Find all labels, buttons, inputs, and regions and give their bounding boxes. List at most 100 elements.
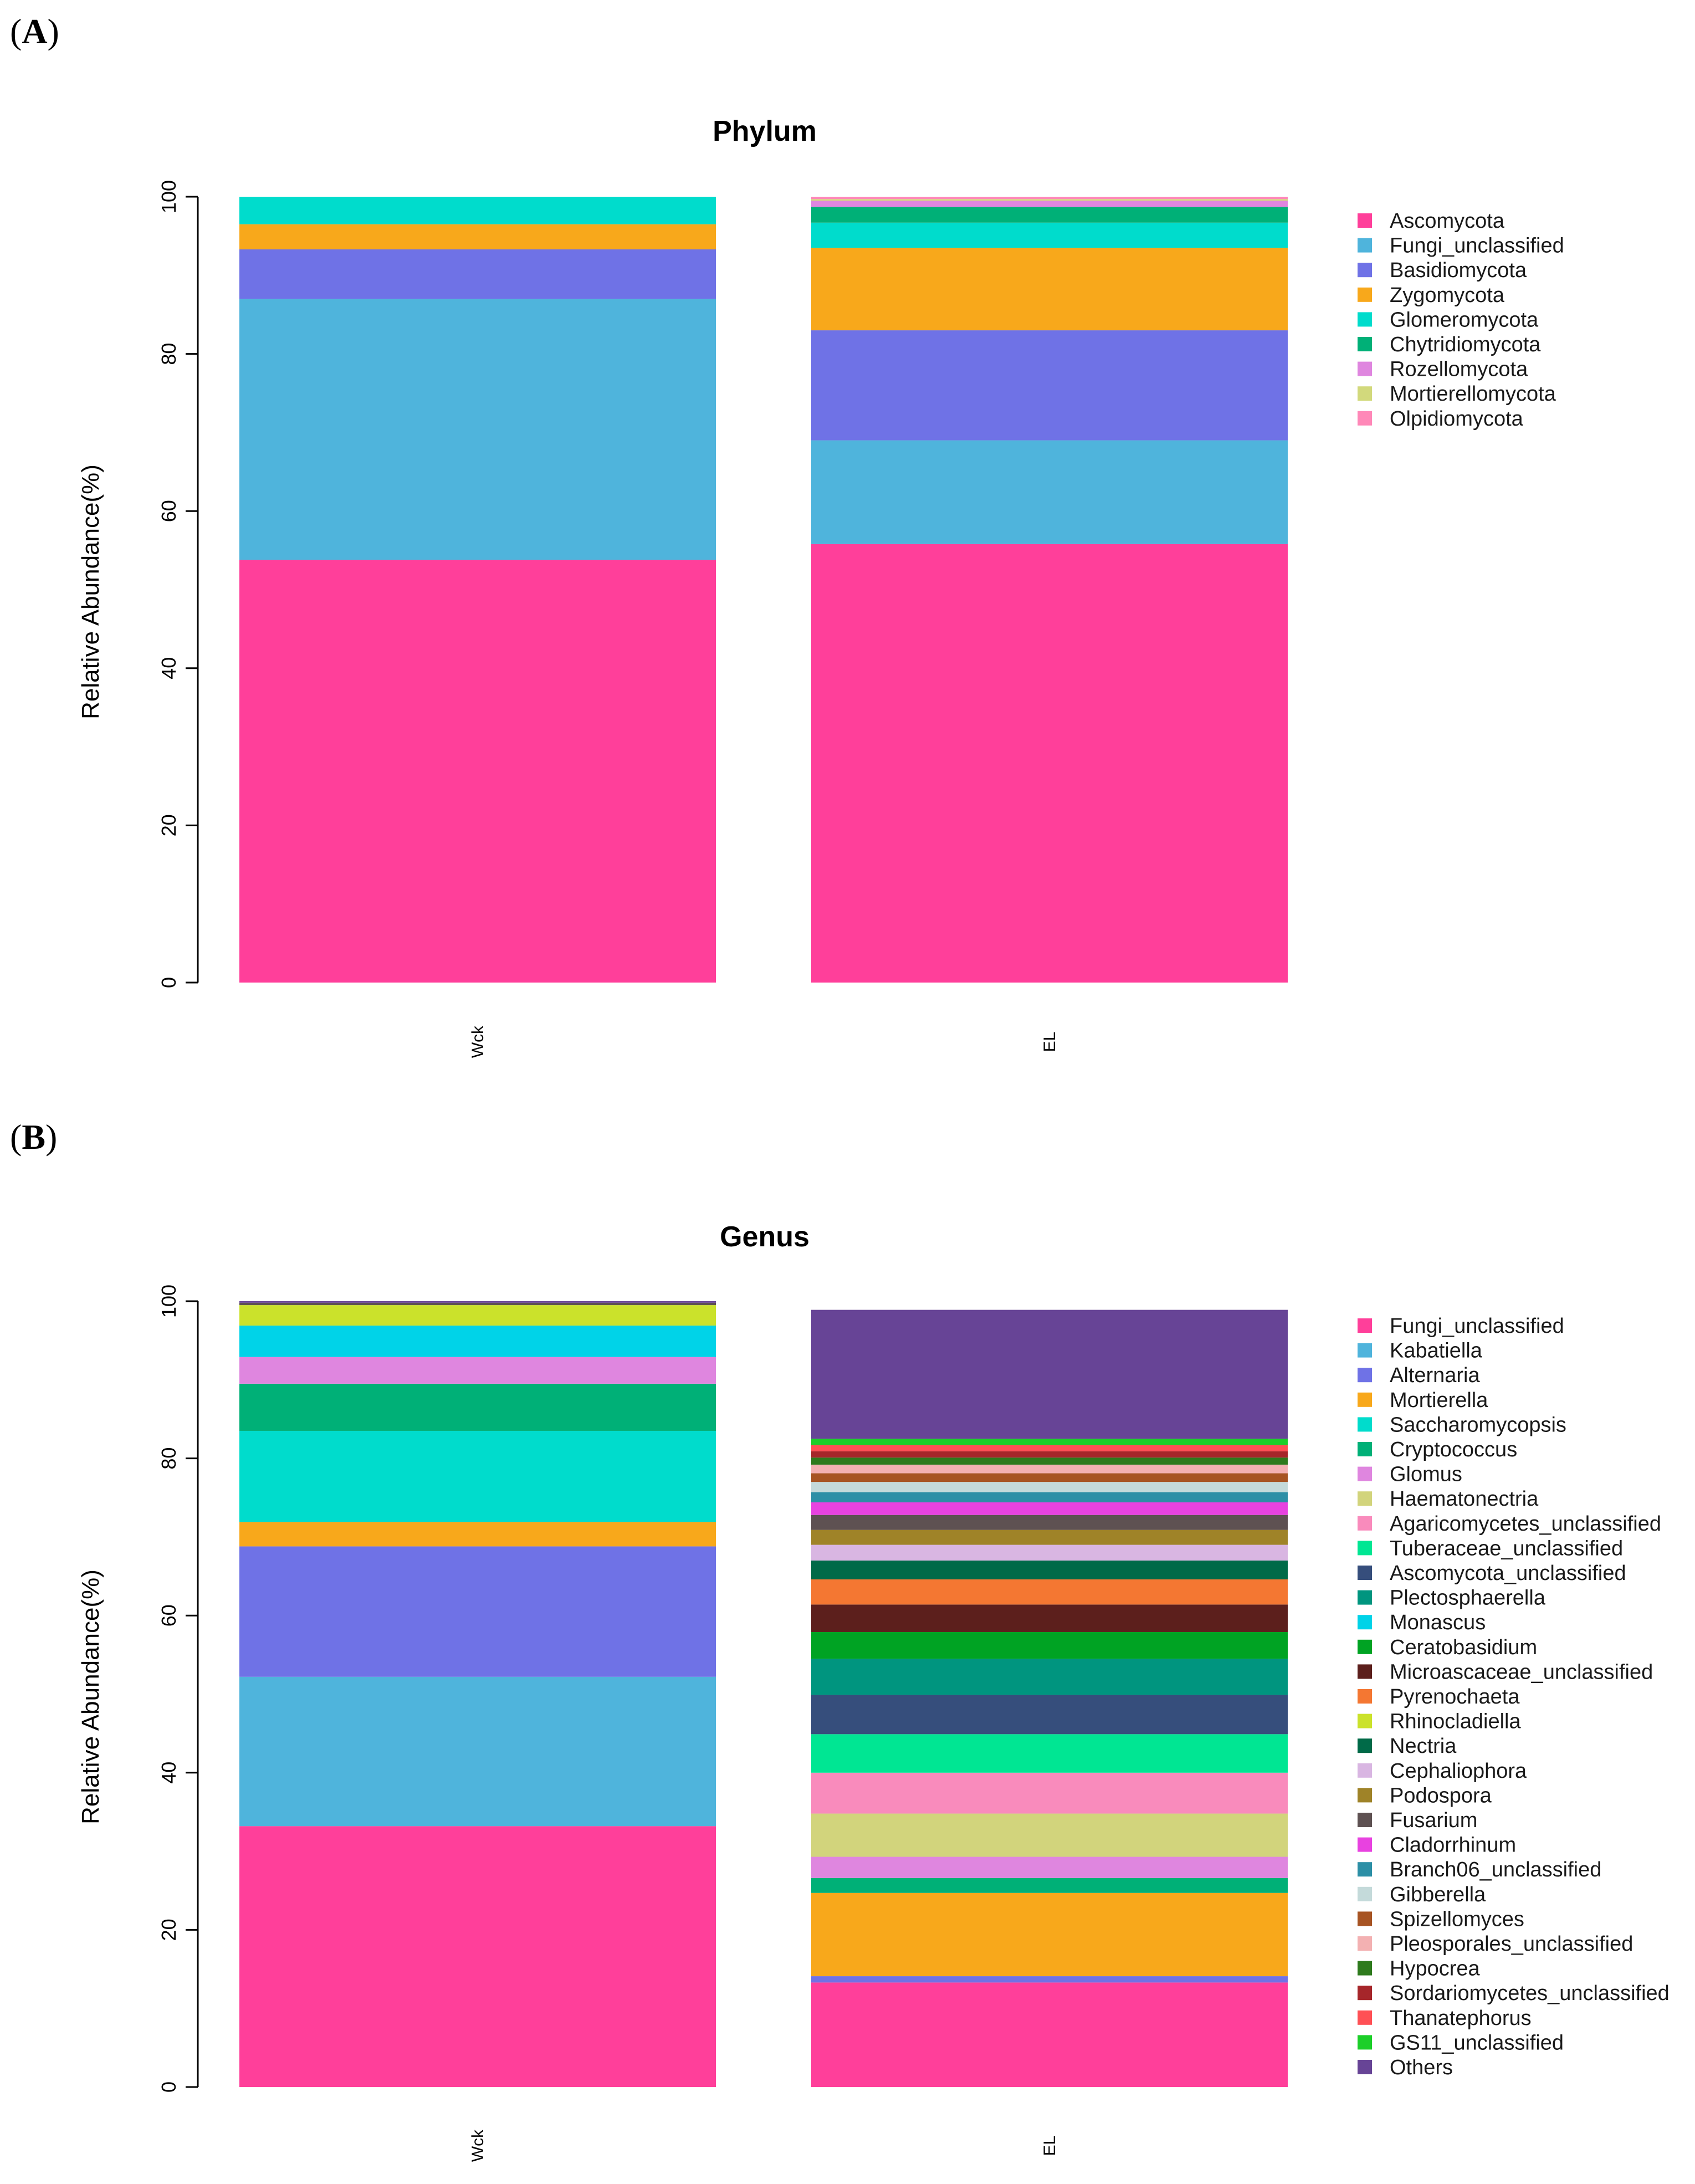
legend-swatch-glomus: [1358, 1466, 1372, 1481]
legend-swatch-agaricomycetes-unclassified: [1358, 1516, 1372, 1531]
legend-label-fusarium: Fusarium: [1390, 1809, 1477, 1832]
legend-label-basidiomycota: Basidiomycota: [1390, 259, 1527, 282]
bar-segment-el-haematonectria: [811, 1813, 1288, 1857]
x-axis-ticks: Wck EL: [469, 2129, 1059, 2162]
y-tick-label: 60: [157, 500, 180, 522]
bar-segment-el-mortierella: [811, 1893, 1288, 1977]
bar-segment-el-agaricomycetes-unclassified: [811, 1772, 1288, 1814]
bar-segment-el-olpidiomycota: [811, 197, 1288, 200]
bar-segment-el-pyrenochaeta: [811, 1579, 1288, 1605]
legend-swatch-thanatephorus: [1358, 2010, 1372, 2025]
genus-chart: Genus Relative Abundance(%) 0 20 40 60 80 100…: [77, 1221, 1670, 2162]
legend-label-others: Others: [1390, 2056, 1453, 2079]
legend-label-mortierellomycota: Mortierellomycota: [1390, 382, 1556, 406]
bar-segment-wck-kabatiella: [239, 1676, 716, 1827]
panel-label-b: (B): [10, 1117, 57, 1157]
legend-label-pleosporales-unclassified: Pleosporales_unclassified: [1390, 1932, 1633, 1956]
legend-swatch-branch06-unclassified: [1358, 1862, 1372, 1877]
legend-label-nectria: Nectria: [1390, 1735, 1457, 1758]
y-tick-label: 100: [157, 1285, 180, 1318]
y-axis: 0 20 40 60 80 100: [157, 1285, 199, 2093]
legend-swatch-sordariomycetes-unclassified: [1358, 1986, 1372, 2001]
bar-segment-wck-zygomycota: [239, 224, 716, 250]
y-tick-label: 40: [157, 1762, 180, 1784]
legend-swatch-mortierellomycota: [1358, 386, 1372, 401]
y-tick-label: 80: [157, 343, 180, 365]
legend-swatch-cryptococcus: [1358, 1442, 1372, 1456]
bar-segment-wck-others: [239, 1301, 716, 1303]
bar-segment-el-gs11-unclassified: [811, 1439, 1288, 1445]
legend-label-glomus: Glomus: [1390, 1463, 1462, 1486]
bar-segment-wck-glomus: [239, 1357, 716, 1384]
legend-label-microascaceae-unclassified: Microascaceae_unclassified: [1390, 1660, 1653, 1684]
bar-segment-el-gibberella: [811, 1482, 1288, 1492]
y-axis-label: Relative Abundance(%): [77, 1569, 104, 1824]
legend-swatch-fusarium: [1358, 1813, 1372, 1827]
legend-label-hypocrea: Hypocrea: [1390, 1957, 1480, 1981]
bar-segment-el-nectria: [811, 1560, 1288, 1579]
legend-swatch-gibberella: [1358, 1886, 1372, 1901]
legend-label-sordariomycetes-unclassified: Sordariomycetes_unclassified: [1390, 1982, 1670, 2005]
chart-title: Phylum: [713, 115, 817, 147]
legend-label-gs11-unclassified: GS11_unclassified: [1390, 2031, 1564, 2054]
bar-segment-el-alternaria: [811, 1976, 1288, 1983]
legend-label-pyrenochaeta: Pyrenochaeta: [1390, 1685, 1520, 1709]
bar-segment-el-mortierellomycota: [811, 199, 1288, 201]
x-axis-ticks: Wck EL: [469, 1025, 1059, 1058]
legend-label-gibberella: Gibberella: [1390, 1883, 1486, 1906]
legend-swatch-basidiomycota: [1358, 263, 1372, 278]
legend-swatch-saccharomycopsis: [1358, 1417, 1372, 1432]
bar-stack-group: [239, 197, 1288, 983]
y-axis: 0 20 40 60 80 100: [157, 180, 199, 988]
legend-swatch-cladorrhinum: [1358, 1837, 1372, 1852]
bar-segment-el-fungi-unclassified: [811, 440, 1288, 544]
legend-label-ascomycota-unclassified: Ascomycota_unclassified: [1390, 1562, 1626, 1585]
legend-swatch-ceratobasidium: [1358, 1639, 1372, 1654]
legend-swatch-rozellomycota: [1358, 361, 1372, 376]
legend-label-rhinocladiella: Rhinocladiella: [1390, 1710, 1521, 1733]
legend-label-olpidiomycota: Olpidiomycota: [1390, 407, 1524, 431]
legend-swatch-fungi-unclassified: [1358, 1318, 1372, 1333]
bar-segment-wck-mortierella: [239, 1522, 716, 1547]
legend-swatch-podospora: [1358, 1788, 1372, 1803]
x-tick-label: EL: [1041, 2136, 1059, 2156]
legend-swatch-spizellomyces: [1358, 1911, 1372, 1926]
bar-segment-wck-basidiomycota: [239, 249, 716, 299]
bar-segment-el-fungi-unclassified: [811, 1982, 1288, 2087]
legend-swatch-hypocrea: [1358, 1961, 1372, 1976]
legend-swatch-rhinocladiella: [1358, 1714, 1372, 1728]
bar-segment-el-ascomycota-unclassified: [811, 1695, 1288, 1735]
bar-segment-el-cladorrhinum: [811, 1502, 1288, 1515]
bar-segment-el-microascaceae-unclassified: [811, 1604, 1288, 1632]
bar-segment-el-cryptococcus: [811, 1878, 1288, 1893]
bar-segment-wck-ascomycota: [239, 560, 716, 983]
legend-label-saccharomycopsis: Saccharomycopsis: [1390, 1413, 1566, 1436]
panel-label-a: (A): [10, 12, 59, 51]
y-tick-label: 60: [157, 1604, 180, 1627]
legend-label-cryptococcus: Cryptococcus: [1390, 1438, 1517, 1461]
legend-swatch-cephaliophora: [1358, 1763, 1372, 1778]
legend-swatch-ascomycota-unclassified: [1358, 1566, 1372, 1580]
bar-segment-el-basidiomycota: [811, 330, 1288, 441]
legend-swatch-gs11-unclassified: [1358, 2035, 1372, 2050]
bar-segment-el-hypocrea: [811, 1457, 1288, 1465]
bar-segment-wck-saccharomycopsis: [239, 1430, 716, 1522]
legend-label-haematonectria: Haematonectria: [1390, 1487, 1539, 1511]
bar-segment-el-ceratobasidium: [811, 1631, 1288, 1659]
bar-segment-wck-fungi-unclassified: [239, 299, 716, 560]
x-tick-label: EL: [1041, 1032, 1059, 1052]
y-tick-label: 0: [157, 977, 180, 988]
legend-swatch-alternaria: [1358, 1368, 1372, 1383]
legend-swatch-pyrenochaeta: [1358, 1689, 1372, 1704]
legend-swatch-monascus: [1358, 1615, 1372, 1630]
legend-label-glomeromycota: Glomeromycota: [1390, 308, 1539, 331]
y-tick-label: 0: [157, 2081, 180, 2093]
bar-segment-el-fusarium: [811, 1515, 1288, 1530]
legend-swatch-tuberaceae-unclassified: [1358, 1541, 1372, 1556]
legend-swatch-ascomycota: [1358, 213, 1372, 228]
bar-segment-el-branch06-unclassified: [811, 1492, 1288, 1502]
bar-segment-el-podospora: [811, 1530, 1288, 1545]
legend-label-tuberaceae-unclassified: Tuberaceae_unclassified: [1390, 1537, 1623, 1560]
legend-label-alternaria: Alternaria: [1390, 1364, 1480, 1387]
legend-swatch-nectria: [1358, 1738, 1372, 1753]
